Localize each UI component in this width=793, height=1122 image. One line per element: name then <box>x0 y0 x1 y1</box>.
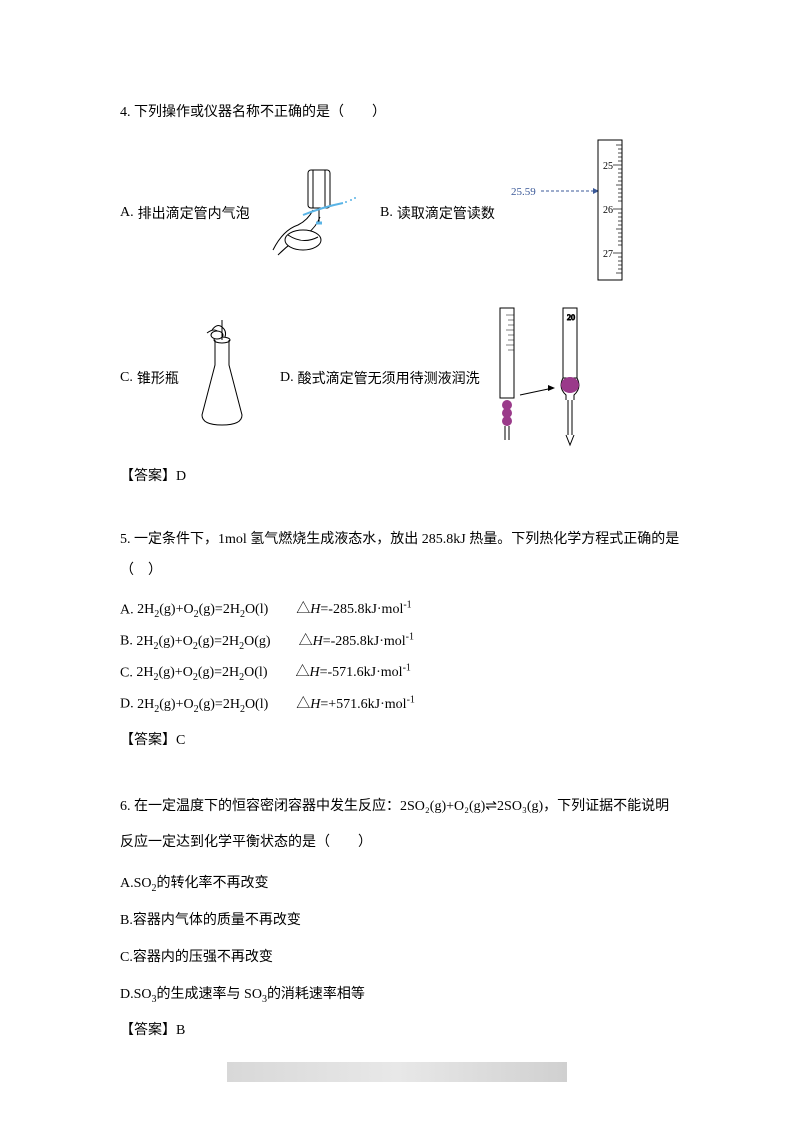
q4-answer: 【答案】D <box>120 465 683 485</box>
q5-option-c: C. 2H2(g)+O2(g)=2H2O(l) △H=-571.6kJ·mol-… <box>120 658 683 689</box>
q5-option-b: B. 2H2(g)+O2(g)=2H2O(g) △H=-285.8kJ·mol-… <box>120 626 683 657</box>
question-4: 4. 下列操作或仪器名称不正确的是（ ） A. 排出滴定管内气泡 <box>120 100 683 485</box>
q6-option-a: A. SO2的转化率不再改变 <box>120 869 683 900</box>
svg-text:27: 27 <box>603 249 613 260</box>
q6-option-d: D. SO3的生成速率与 SO3的消耗速率相等 <box>120 980 683 1011</box>
equation: 2H2(g)+O2(g)=2H2O(g) △H=-285.8kJ·mol-1 <box>136 634 414 649</box>
option-text: 容器内气体的质量不再改变 <box>133 906 301 937</box>
option-text: 容器内的压强不再改变 <box>133 943 273 974</box>
burette-rinse-diagram: 20 <box>488 300 608 455</box>
q4-option-b: B. 读取滴定管读数 25.59 25 26 27 <box>380 135 633 290</box>
svg-text:25: 25 <box>603 161 613 172</box>
svg-text:20: 20 <box>567 313 575 322</box>
option-text: SO3的生成速率与 SO3的消耗速率相等 <box>134 980 365 1011</box>
q6-options: A. SO2的转化率不再改变 B. 容器内气体的质量不再改变 C. 容器内的压强… <box>120 869 683 1010</box>
q4-option-a: A. 排出滴定管内气泡 <box>120 155 380 270</box>
option-label: D. <box>120 980 134 1011</box>
option-text: SO2的转化率不再改变 <box>134 869 269 900</box>
question-6: 6. 在一定温度下的恒容密闭容器中发生反应：2SO₂(g)+O₂(g)⇌2SO₃… <box>120 789 683 1039</box>
q5-answer: 【答案】C <box>120 729 683 749</box>
question-5: 5. 一定条件下，1mol 氢气燃烧生成液态水，放出 285.8kJ 热量。下列… <box>120 525 683 748</box>
q6-answer: 【答案】B <box>120 1019 683 1039</box>
option-text: 锥形瓶 <box>137 368 179 388</box>
option-label: D. <box>120 697 134 712</box>
q6-text-p2: 反应一定达到化学平衡状态的是（ ） <box>120 835 372 850</box>
q4-row2: C. 锥形瓶 D. 酸式滴定管无须用待测液润洗 <box>120 300 683 455</box>
option-label: C. <box>120 370 133 386</box>
equation: 2H2(g)+O2(g)=2H2O(l) △H=-285.8kJ·mol-1 <box>137 602 412 617</box>
q4-text: 4. 下列操作或仪器名称不正确的是（ ） <box>120 100 683 125</box>
option-label: A. <box>120 602 134 617</box>
option-label: B. <box>120 906 133 937</box>
option-label: D. <box>280 370 294 386</box>
option-text: 排出滴定管内气泡 <box>138 203 250 223</box>
q4-option-c: C. 锥形瓶 <box>120 315 280 440</box>
q6-option-c: C. 容器内的压强不再改变 <box>120 943 683 974</box>
svg-text:26: 26 <box>603 205 613 216</box>
option-text: 读取滴定管读数 <box>397 203 495 223</box>
option-label: C. <box>120 665 133 680</box>
q5-text: 5. 一定条件下，1mol 氢气燃烧生成液态水，放出 285.8kJ 热量。下列… <box>120 525 683 587</box>
q4-option-d: D. 酸式滴定管无须用待测液润洗 <box>280 300 608 455</box>
option-label: C. <box>120 943 133 974</box>
q4-row1: A. 排出滴定管内气泡 <box>120 135 683 290</box>
option-label: B. <box>120 634 133 649</box>
option-label: B. <box>380 205 393 221</box>
q6-text: 6. 在一定温度下的恒容密闭容器中发生反应：2SO₂(g)+O₂(g)⇌2SO₃… <box>120 789 683 862</box>
bubble-diagram <box>258 155 368 270</box>
reading-value: 25.59 <box>511 186 536 198</box>
option-text: 酸式滴定管无须用待测液润洗 <box>298 368 480 388</box>
q6-option-b: B. 容器内气体的质量不再改变 <box>120 906 683 937</box>
q5-option-a: A. 2H2(g)+O2(g)=2H2O(l) △H=-285.8kJ·mol-… <box>120 595 683 626</box>
burette-reading-diagram: 25.59 25 26 27 <box>503 135 633 290</box>
q6-text-p1: 6. 在一定温度下的恒容密闭容器中发生反应：2SO₂(g)+O₂(g)⇌2SO₃… <box>120 799 669 814</box>
equation: 2H2(g)+O2(g)=2H2O(l) △H=+571.6kJ·mol-1 <box>137 697 415 712</box>
flask-diagram <box>187 315 257 440</box>
option-label: A. <box>120 205 134 221</box>
footer-bar <box>227 1062 567 1082</box>
option-label: A. <box>120 869 134 900</box>
q5-option-d: D. 2H2(g)+O2(g)=2H2O(l) △H=+571.6kJ·mol-… <box>120 689 683 720</box>
equation: 2H2(g)+O2(g)=2H2O(l) △H=-571.6kJ·mol-1 <box>136 665 411 680</box>
